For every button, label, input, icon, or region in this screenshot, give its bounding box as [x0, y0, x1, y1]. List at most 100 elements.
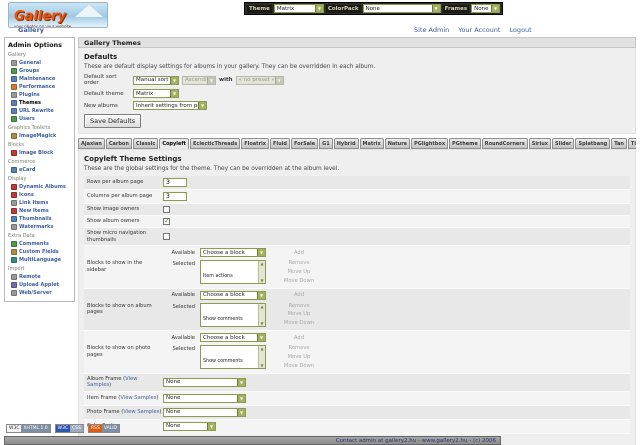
- color-pack-select[interactable]: None ▼: [163, 421, 216, 431]
- tab-pgtheme[interactable]: PGtheme: [449, 138, 481, 149]
- colorpack-select[interactable]: None ▼: [362, 4, 441, 13]
- list-item[interactable]: Show comments: [203, 359, 243, 365]
- imagemagick-icon: [11, 132, 17, 139]
- sidebar-item-link-items[interactable]: Link Items: [11, 199, 72, 206]
- tab-slider[interactable]: Slider: [552, 138, 575, 149]
- sidebar-item-web-server[interactable]: Web/Server: [11, 289, 72, 296]
- link-items-icon: [11, 199, 17, 206]
- sidebar-item-url-rewrite[interactable]: URL Rewrite: [11, 107, 72, 114]
- list-item[interactable]: Item actions: [203, 274, 233, 280]
- your-account-link[interactable]: Your Account: [458, 26, 501, 34]
- frames-select[interactable]: None ▼: [471, 4, 500, 13]
- list-item[interactable]: Show comments: [203, 316, 243, 322]
- xhtml-badge[interactable]: W3C XHTML 1.0: [6, 424, 51, 433]
- sidebar-item-performance[interactable]: Performance: [11, 83, 72, 90]
- default-theme-select[interactable]: Matrix ▼: [133, 89, 179, 98]
- photo-blocks-selected-listbox[interactable]: Show comments ▲ ▼: [200, 345, 266, 370]
- sidebar-item-thumbnails[interactable]: Thumbnails: [11, 215, 72, 222]
- tab-roundcorners[interactable]: RoundCorners: [481, 138, 528, 149]
- default-sort-order-select[interactable]: Manual sort order▼: [133, 75, 179, 85]
- footer-contact-text[interactable]: Contact admin at gallery2.hu - www.galle…: [335, 437, 496, 444]
- default-theme-row: Default theme Matrix ▼: [84, 89, 630, 98]
- rows-per-page-input[interactable]: [163, 178, 187, 187]
- tab-fluid[interactable]: Fluid: [269, 138, 290, 149]
- scroll-up-icon[interactable]: ▲: [260, 346, 264, 352]
- photo-frame-select[interactable]: None ▼: [163, 407, 246, 417]
- photo-blocks-available-select[interactable]: Choose a block ▼: [200, 333, 266, 343]
- photo-frame-view-samples-link[interactable]: View Samples: [123, 408, 160, 415]
- scroll-down-icon[interactable]: ▼: [260, 363, 264, 369]
- album-frame-view-samples-link[interactable]: View Samples: [87, 375, 138, 389]
- scroll-up-icon[interactable]: ▲: [260, 303, 264, 309]
- tab-nature[interactable]: Nature: [384, 138, 411, 149]
- tab-forsale[interactable]: ForSale: [290, 138, 319, 149]
- listbox-scrollbar[interactable]: ▲ ▼: [258, 261, 265, 284]
- sidebar-item-new-items[interactable]: New Items: [11, 207, 72, 214]
- scroll-down-icon[interactable]: ▼: [260, 320, 264, 326]
- tab-copyleft[interactable]: Copyleft: [159, 138, 189, 149]
- site-admin-link[interactable]: Site Admin: [414, 26, 450, 34]
- sidebar-item-remote[interactable]: Remote: [11, 273, 72, 280]
- sidebar-section-display: Display: [8, 176, 27, 182]
- logout-link[interactable]: Logout: [509, 26, 532, 34]
- tab-matrix[interactable]: Matrix: [359, 138, 384, 149]
- show-image-owners-checkbox[interactable]: [163, 206, 170, 213]
- tab-g1[interactable]: G1: [319, 138, 333, 149]
- rss-badge[interactable]: RSS VALID: [88, 424, 121, 433]
- settings-description: These are the global settings for the th…: [84, 166, 340, 172]
- css-badge[interactable]: W3C CSS: [54, 424, 84, 433]
- album-blocks-selected-listbox[interactable]: Show comments ▲ ▼: [200, 302, 266, 327]
- sidebar-item-groups[interactable]: Groups: [11, 67, 72, 74]
- sidebar-item-custom-fields[interactable]: Custom Fields: [11, 248, 72, 255]
- album-blocks-add-link: Add: [293, 292, 305, 299]
- sidebar-item-maintenance[interactable]: Maintenance: [11, 75, 72, 82]
- new-albums-label: New albums: [84, 102, 118, 109]
- image-block-icon: [11, 149, 17, 156]
- cols-per-page-input[interactable]: [163, 192, 187, 201]
- gallery-logo: Gallery your photos on your website: [8, 2, 108, 28]
- with-label: with: [219, 77, 233, 83]
- remove-link: Remove: [288, 260, 310, 266]
- show-album-owners-checkbox[interactable]: [163, 217, 170, 225]
- scroll-down-icon[interactable]: ▼: [260, 278, 264, 284]
- tab-pglightbox[interactable]: PGlightbox: [411, 138, 449, 149]
- save-defaults-button[interactable]: Save Defaults: [84, 114, 142, 128]
- tab-tan[interactable]: Tan: [611, 138, 627, 149]
- sidebar-item-comments[interactable]: Comments: [11, 240, 72, 247]
- tab-classic[interactable]: Classic: [132, 138, 159, 149]
- sidebar-item-themes[interactable]: Themes: [11, 99, 72, 106]
- sidebar-item-icons[interactable]: Icons: [11, 191, 72, 198]
- sidebar-item-general[interactable]: General: [11, 59, 72, 66]
- album-blocks-available-select[interactable]: Choose a block ▼: [200, 290, 266, 300]
- tab-floatrix[interactable]: Floatrix: [241, 138, 269, 149]
- theme-select[interactable]: Matrix ▼: [273, 4, 324, 13]
- sidebar-item-multilanguage[interactable]: MultiLanguage: [11, 256, 72, 263]
- tab-carbon[interactable]: Carbon: [105, 138, 132, 149]
- scroll-up-icon[interactable]: ▲: [260, 261, 264, 267]
- show-micro-nav-checkbox[interactable]: [163, 233, 170, 240]
- sidebar-item-dynamic-albums[interactable]: Dynamic Albums: [11, 183, 72, 190]
- listbox-scrollbar[interactable]: ▲ ▼: [258, 346, 265, 369]
- sidebar-item-image-block[interactable]: Image Block: [11, 149, 72, 156]
- tab-splatbang[interactable]: Splatbang: [575, 138, 611, 149]
- tab-hybrid[interactable]: Hybrid: [333, 138, 359, 149]
- validator-badges: W3C XHTML 1.0 W3C CSS RSS VALID: [6, 424, 121, 433]
- sidebar-item-users[interactable]: Users: [11, 115, 72, 122]
- new-albums-select[interactable]: Inherit settings from parent album▼: [133, 101, 207, 110]
- sidebar-blocks-selected-listbox[interactable]: Item actions Links to album/photo peers …: [200, 260, 266, 285]
- tab-ajaxian[interactable]: Ajaxian: [78, 138, 105, 149]
- tab-tile[interactable]: Tile: [627, 138, 636, 149]
- sidebar-blocks-available-select[interactable]: Choose a block ▼: [200, 248, 266, 257]
- item-frame-select[interactable]: None ▼: [163, 393, 246, 403]
- sidebar-item-watermarks[interactable]: Watermarks: [11, 223, 72, 230]
- listbox-scrollbar[interactable]: ▲ ▼: [258, 303, 265, 326]
- sidebar-item-imagemagick[interactable]: ImageMagick: [11, 132, 72, 139]
- sidebar-item-plugins[interactable]: Plugins: [11, 91, 72, 98]
- tab-siriux[interactable]: Siriux: [528, 138, 551, 149]
- sidebar-item-ecard[interactable]: eCard: [11, 166, 72, 173]
- tab-eclecticthreads[interactable]: EclecticThreads: [189, 138, 241, 149]
- item-frame-view-samples-link[interactable]: View Samples: [120, 394, 157, 401]
- sidebar-item-upload-applet[interactable]: Upload Applet: [11, 281, 72, 288]
- breadcrumb-gallery-link[interactable]: Gallery: [18, 26, 45, 34]
- album-frame-select[interactable]: None ▼: [163, 377, 246, 387]
